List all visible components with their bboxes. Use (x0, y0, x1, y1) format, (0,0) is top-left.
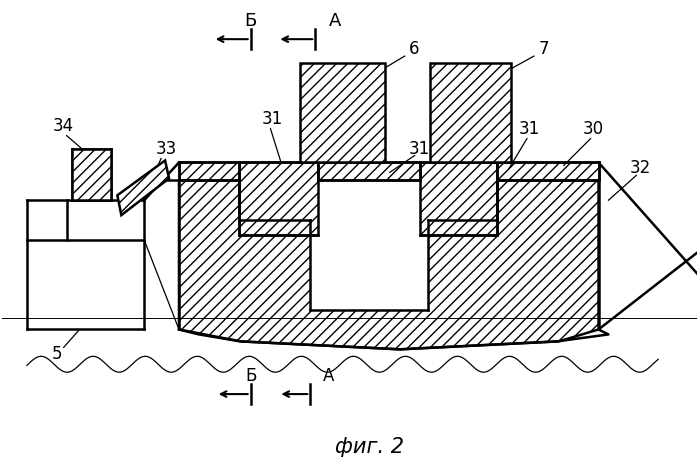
Polygon shape (179, 162, 238, 180)
Text: 31: 31 (409, 139, 430, 158)
Polygon shape (238, 180, 497, 309)
Text: 32: 32 (630, 159, 651, 178)
Text: 6: 6 (410, 40, 420, 58)
Text: 7: 7 (539, 40, 549, 58)
Polygon shape (419, 162, 497, 235)
Polygon shape (179, 180, 598, 349)
Text: 31: 31 (519, 119, 540, 138)
Text: А: А (329, 12, 341, 30)
Text: фиг. 2: фиг. 2 (336, 437, 405, 457)
Text: 5: 5 (52, 345, 62, 363)
Text: 30: 30 (583, 119, 604, 138)
Text: Б: Б (245, 12, 257, 30)
Text: 33: 33 (155, 139, 177, 158)
Polygon shape (429, 63, 511, 162)
Polygon shape (117, 160, 169, 215)
Text: А: А (322, 367, 334, 385)
Polygon shape (301, 63, 384, 162)
Polygon shape (497, 162, 598, 180)
Polygon shape (71, 149, 111, 200)
Polygon shape (238, 162, 318, 235)
Text: 31: 31 (262, 109, 283, 128)
Polygon shape (318, 162, 419, 180)
Text: 34: 34 (53, 117, 74, 135)
Text: Б: Б (245, 367, 257, 385)
